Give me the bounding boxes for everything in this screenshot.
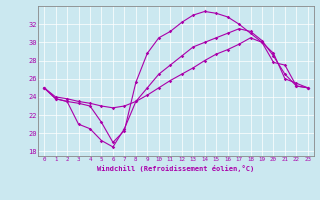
X-axis label: Windchill (Refroidissement éolien,°C): Windchill (Refroidissement éolien,°C) (97, 165, 255, 172)
